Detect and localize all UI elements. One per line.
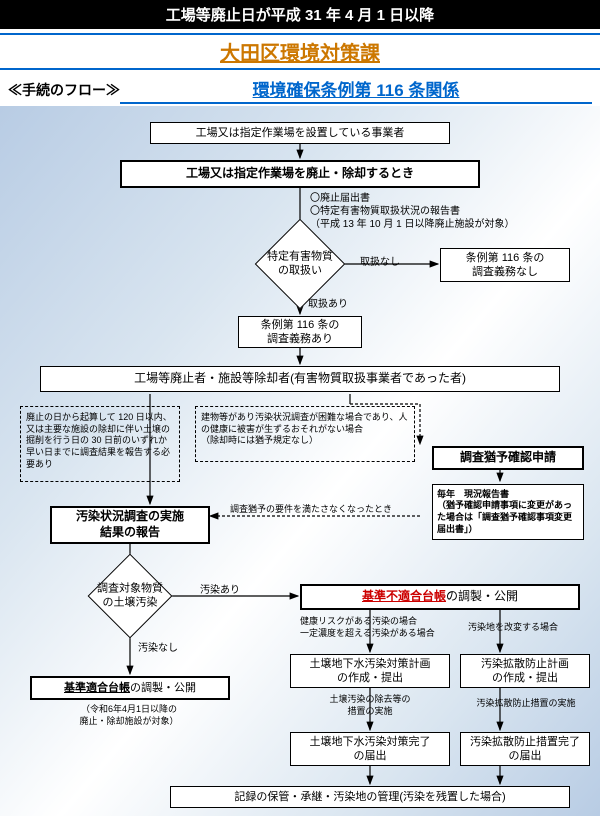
node-nonconform-ledger: 基準不適合台帳の調製・公開 [300,584,580,610]
node-has-duty: 条例第 116 条の 調査義務あり [238,316,362,348]
label-postpone-fail: 調査猶予の要件を満たさなくなったとき [230,504,392,516]
main-title: 大田区環境対策課 [0,37,600,66]
title-bar: 大田区環境対策課 [0,33,600,70]
node-record-mgmt: 記録の保管・承継・汚染地の管理(汚染を残置した場合) [170,786,570,808]
node-no-duty: 条例第 116 条の 調査義務なし [440,248,570,282]
decision-hazmat: 特定有害物質 の取扱い [268,232,332,296]
node-diffusion-plan: 汚染拡散防止計画 の作成・提出 [460,654,590,688]
header-banner: 工場等廃止日が平成 31 年 4 月 1 日以降 [0,0,600,29]
flow-label: ≪手続のフロー≫ [8,80,120,100]
node-annual-report: 毎年 現況報告書 （猶予確認申請事項に変更があった場合は「調査猶予確認事項変更届… [432,484,584,540]
node-diffusion-complete: 汚染拡散防止措置完了 の届出 [460,732,590,766]
label-conform-note: （令和6年4月1日以降の 廃止・除却施設が対象） [44,704,214,727]
node-survey-report: 汚染状況調査の実施 結果の報告 [50,506,210,544]
label-contam-yes: 汚染あり [200,584,240,597]
subtitle-row: ≪手続のフロー≫ 環境確保条例第 116 条関係 [0,74,600,106]
node-disposer: 工場等廃止者・施設等除却者(有害物質取扱事業者であった者) [40,366,560,392]
label-contam-no: 汚染なし [138,642,178,655]
note-postpone-condition: 建物等があり汚染状況調査が困難な場合であり、人の健康に被害が生ずるおそれがない場… [195,406,415,462]
decision-contamination: 調査対象物質 の土壌汚染 [100,566,160,626]
node-abolish: 工場又は指定作業場を廃止・除却するとき [120,160,480,188]
note-deadline: 廃止の日から起算して 120 日以内、又は主要な施設の除却に伴い土壌の掘削を行う… [20,406,180,482]
node-conform-ledger: 基準適合台帳の調製・公開 [30,676,230,700]
label-report-docs: 〇廃止届出書 〇特定有害物質取扱状況の報告書 （平成 13 年 10 月 1 日… [310,192,570,231]
node-operator: 工場又は指定作業場を設置している事業者 [150,122,450,144]
label-health-risk: 健康リスクがある汚染の場合 一定濃度を超える汚染がある場合 [300,616,450,639]
label-soil-measure: 土壌汚染の除去等の 措置の実施 [310,694,430,717]
label-yes-handling: 取扱あり [308,298,348,311]
node-postpone-apply: 調査猶予確認申請 [432,446,584,470]
node-soil-complete: 土壌地下水汚染対策完了 の届出 [290,732,450,766]
label-modify-site: 汚染地を改変する場合 [468,622,588,634]
label-no-handling: 取扱なし [360,256,400,269]
flowchart-area: 工場又は指定作業場を設置している事業者 工場又は指定作業場を廃止・除却するとき … [0,106,600,816]
label-diffusion-measure: 汚染拡散防止措置の実施 [464,698,588,710]
node-soil-plan: 土壌地下水汚染対策計画 の作成・提出 [290,654,450,688]
blue-subtitle: 環境確保条例第 116 条関係 [120,76,592,104]
